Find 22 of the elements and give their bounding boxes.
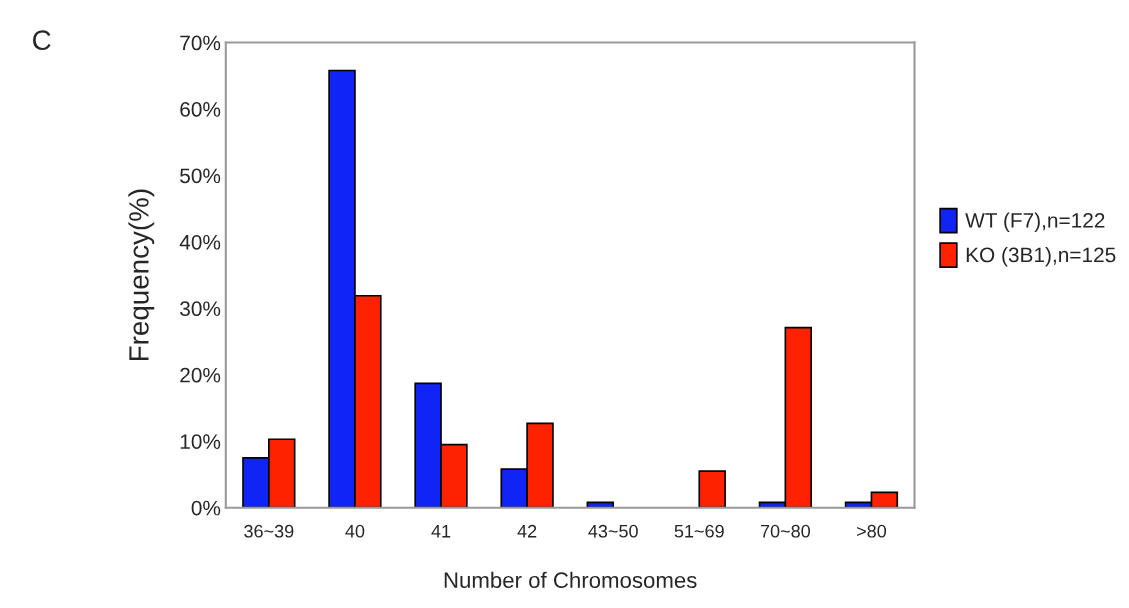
y-tick-label: 50% [180,168,221,184]
text: C [33,30,51,51]
y-tick-label: 70% [180,35,221,51]
y-tick-label: 60% [180,102,221,117]
bar [698,470,726,508]
y-tick-label: 40% [179,234,221,250]
x-tick-label: 42 [517,524,537,538]
x-tick-label: 41 [431,525,451,538]
y-axis-title: Frequency(%) [128,189,155,361]
x-tick-label: 40 [345,524,365,538]
legend-label: WT (F7),n=122 [965,212,1105,232]
x-tick-label: 51~69 [674,524,724,538]
x-axis-title: Number of Chromosomes [444,571,697,589]
y-tick-label: 0% [191,500,221,516]
y-tick-label: 30% [180,301,221,317]
x-tick-label: 70~80 [760,524,811,538]
y-tick-label: 10% [180,434,221,449]
x-tick-label: 36~39 [244,524,294,538]
x-tick-label: 43~50 [588,524,638,538]
x-tick-label: >80 [857,524,887,538]
y-tick-label: 20% [180,367,221,383]
legend-label: KO (3B1),n=125 [966,246,1116,267]
